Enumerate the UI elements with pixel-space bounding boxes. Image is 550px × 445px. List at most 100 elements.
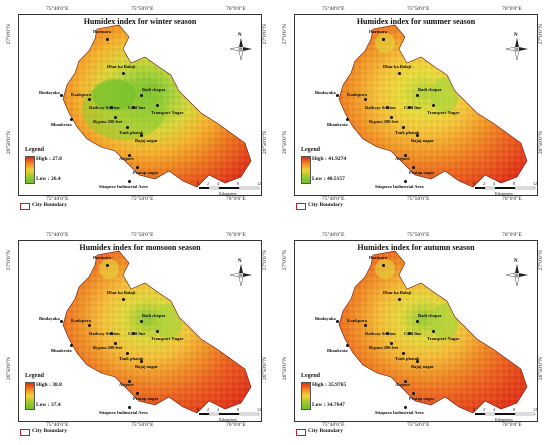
place-label: Dhar ka Balaji [383, 290, 412, 295]
coord-top-2: 75°50'0"E [407, 232, 430, 238]
place-label: Railway Station [365, 331, 396, 336]
place-label: Bajaj nagar [135, 138, 158, 143]
scale-tick-label: 2 [207, 407, 209, 412]
place-marker [132, 332, 135, 335]
place-marker [140, 94, 143, 97]
place-marker [122, 72, 125, 75]
place-marker [128, 154, 131, 157]
coord-right-1: 27°0'0"N [538, 250, 544, 271]
place-label: Tonk phatak [395, 130, 420, 135]
place-marker [402, 126, 405, 129]
north-label: N [514, 33, 518, 38]
city-boundary-swatch [296, 203, 306, 210]
place-marker [114, 116, 117, 119]
place-label: Kankpura [71, 318, 92, 323]
coord-bottom-3: 76°0'0"E [226, 196, 246, 202]
coord-right-1: 27°0'0"N [262, 24, 268, 45]
place-marker [140, 360, 143, 363]
place-label: Pratap nagar [409, 170, 435, 175]
place-marker [432, 330, 435, 333]
scale-tick-label: 4 [493, 407, 495, 412]
map-panel-monsoon: 75°40'0"E 75°50'0"E 76°0'0"E 75°40'0"E 7… [6, 232, 268, 437]
legend-high: High : 38.8 [36, 382, 62, 388]
place-label: Bindayaka [39, 90, 60, 95]
north-arrow-icon [505, 38, 528, 61]
legend-low: Low : 40.5157 [312, 176, 345, 182]
legend-color-ramp [301, 156, 311, 184]
coord-left-1: 27°0'0"N [6, 24, 12, 45]
coord-top-2: 75°50'0"E [407, 6, 430, 12]
map-panel-winter: 75°40'0"E 75°50'0"E 76°0'0"E 75°40'0"E 7… [6, 6, 268, 211]
place-marker [128, 180, 131, 183]
city-boundary-label: City Boundary [32, 202, 67, 208]
place-label: Badi chopar [142, 313, 166, 318]
place-marker [364, 324, 367, 327]
place-marker [126, 352, 129, 355]
coord-top-1: 75°40'0"E [46, 6, 69, 12]
place-marker [408, 106, 411, 109]
city-boundary-label: City Boundary [308, 428, 343, 434]
city-boundary-swatch [20, 203, 30, 210]
map-title: Humidex index for winter season [83, 17, 197, 26]
place-marker [110, 106, 113, 109]
place-marker [128, 380, 131, 383]
coord-top-3: 76°0'0"E [502, 232, 522, 238]
coord-bottom-3: 76°0'0"E [226, 422, 246, 428]
scale-bar [199, 186, 260, 190]
scale-tick-label: 12 [533, 407, 537, 412]
legend-color-ramp [301, 382, 311, 410]
place-label: Transport Nagar [427, 110, 460, 115]
place-label: Harmara [93, 255, 111, 260]
coord-bottom-2: 75°50'0"E [131, 196, 154, 202]
place-label: Airport [395, 382, 410, 387]
place-label: Kankpura [347, 92, 368, 97]
place-label: Airport [395, 156, 410, 161]
coord-bottom-1: 75°40'0"E [322, 422, 345, 428]
north-label: N [514, 259, 518, 264]
coord-left-2: 26°50'0"N [282, 131, 288, 155]
place-label: Dhar ka Balaji [383, 64, 412, 69]
place-label: Transport Nagar [151, 110, 184, 115]
place-marker [416, 94, 419, 97]
legend-title: Legend [301, 373, 321, 379]
place-marker [416, 134, 419, 137]
scale-tick-label: 8 [237, 181, 239, 186]
place-marker [390, 116, 393, 119]
place-label: Sitapura Indiustrial Area [375, 184, 424, 189]
place-marker [432, 104, 435, 107]
place-label: Badi chopar [418, 87, 442, 92]
scale-tick-label: 12 [257, 407, 261, 412]
coord-left-2: 26°50'0"N [6, 131, 12, 155]
coord-top-3: 76°0'0"E [226, 232, 246, 238]
legend-low: Low : 26.4 [36, 176, 61, 182]
legend-low: Low : 37.4 [36, 402, 61, 408]
coord-top-2: 75°50'0"E [131, 232, 154, 238]
place-label: Civil line [128, 105, 146, 110]
place-label: Bypass 200 feet [93, 345, 123, 350]
coord-top-3: 76°0'0"E [502, 6, 522, 12]
place-label: Harmara [369, 29, 387, 34]
place-label: Pratap nagar [133, 396, 159, 401]
place-marker [364, 98, 367, 101]
coord-left-2: 26°50'0"N [6, 357, 12, 381]
place-marker [70, 344, 73, 347]
place-label: Transport Nagar [427, 336, 460, 341]
scale-bar [475, 186, 536, 190]
place-label: Bhankrota [327, 348, 348, 353]
place-marker [412, 166, 415, 169]
scale-tick-label: 12 [533, 181, 537, 186]
coord-right-1: 27°0'0"N [538, 24, 544, 45]
scale-tick-label: 0 [473, 407, 475, 412]
coord-bottom-2: 75°50'0"E [407, 196, 430, 202]
legend-title: Legend [25, 373, 45, 379]
place-label: Tonk phatak [119, 130, 144, 135]
place-label: Airport [119, 382, 134, 387]
place-marker [114, 342, 117, 345]
north-arrow-icon [505, 264, 528, 287]
place-marker [70, 118, 73, 121]
place-marker [382, 38, 385, 41]
coord-bottom-1: 75°40'0"E [46, 196, 69, 202]
place-label: Badi chopar [418, 313, 442, 318]
legend-high: High : 35.9765 [312, 382, 347, 388]
legend-low: Low : 34.7647 [312, 402, 345, 408]
